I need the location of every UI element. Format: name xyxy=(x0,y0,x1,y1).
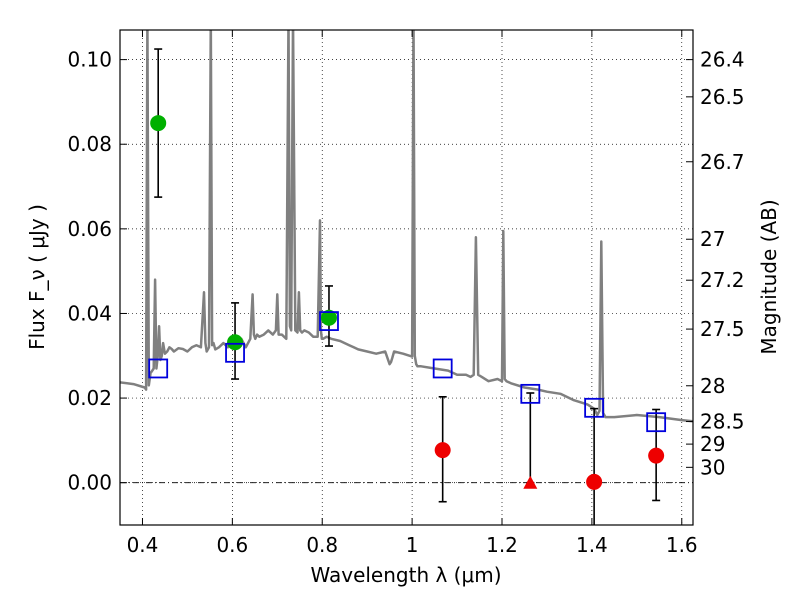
model-spectrum xyxy=(120,30,693,423)
y-tick-label: 0.00 xyxy=(67,471,112,495)
model-flux-square xyxy=(646,412,667,433)
right-tick-label: 26.5 xyxy=(700,85,745,109)
x-tick-label: 0.6 xyxy=(216,533,248,557)
model-flux-square xyxy=(584,397,605,418)
grid-lines xyxy=(120,30,693,525)
x-tick-label: 0.8 xyxy=(306,533,338,557)
upper-limit-triangle xyxy=(523,475,538,489)
y-tick-label: 0.02 xyxy=(67,386,112,410)
x-axis-label: Wavelength λ (μm) xyxy=(310,563,501,587)
data-point-circle xyxy=(227,334,244,351)
model-flux-square xyxy=(148,358,169,379)
x-tick-label: 1 xyxy=(406,533,419,557)
data-markers xyxy=(148,115,667,490)
y-tick-label: 0.04 xyxy=(67,301,112,325)
right-tick-label: 29 xyxy=(700,432,725,456)
y-tick-label: 0.06 xyxy=(67,217,112,241)
right-tick-label: 28 xyxy=(700,374,725,398)
y-tick-label: 0.08 xyxy=(67,132,112,156)
data-point-circle xyxy=(434,442,451,459)
data-point-circle xyxy=(648,447,665,464)
axis-ticks: 0.4 0.6 0.8 1 1.2 1.4 1.6 0.00 0.02 0.04 0.06 0.08 0… xyxy=(67,30,745,557)
plot-area xyxy=(120,30,693,525)
model-flux-square xyxy=(319,311,339,331)
model-flux-square xyxy=(432,358,453,379)
x-tick-label: 1.2 xyxy=(486,533,518,557)
right-axis-label: Magnitude (AB) xyxy=(757,199,781,354)
right-tick-label: 30 xyxy=(700,455,725,479)
x-tick-label: 1.4 xyxy=(576,533,608,557)
right-tick-label: 27 xyxy=(700,227,725,251)
x-tick-label: 0.4 xyxy=(127,533,159,557)
spectrum-line xyxy=(120,30,693,423)
right-tick-label: 28.5 xyxy=(700,410,745,434)
y-tick-label: 0.10 xyxy=(67,48,112,72)
right-tick-label: 27.5 xyxy=(700,317,745,341)
data-point-circle xyxy=(586,473,603,490)
right-tick-label: 27.2 xyxy=(700,268,745,292)
x-tick-label: 1.6 xyxy=(666,533,698,557)
right-tick-label: 26.7 xyxy=(700,150,745,174)
right-tick-label: 26.4 xyxy=(700,48,745,72)
plot-frame xyxy=(119,29,694,526)
data-point-circle xyxy=(320,309,337,326)
y-axis-label: Flux F_ν ( μJy ) xyxy=(25,204,49,350)
model-flux-square xyxy=(520,383,541,404)
data-point-circle xyxy=(150,115,167,132)
model-flux-square xyxy=(225,342,245,363)
